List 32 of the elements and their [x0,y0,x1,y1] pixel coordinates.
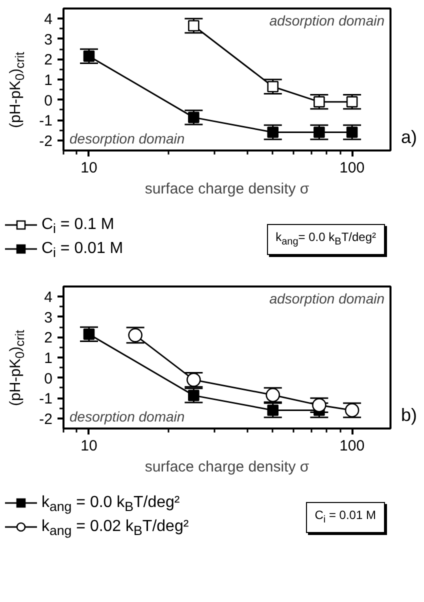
legend-label: k$_{ang}$ = 0.0 k$_{B}$T/deg² [40,493,181,516]
y-tick-label: -2 [39,132,53,150]
annotation: adsorption domain [269,12,385,28]
y-tick-label: 4 [44,289,52,306]
y-tick-label: -2 [39,410,53,428]
legend-label: k$_{ang}$ = 0.02 k$_{B}$T/deg² [40,517,189,540]
y-tick-label: 3 [44,309,52,326]
text: C$_{i}$ = 0.01 M [306,502,385,533]
y-tick-label: 1 [44,350,52,367]
y-tick-label: -1 [39,112,53,130]
y-tick-label: 2 [44,330,52,347]
y-tick-label: -1 [39,390,53,408]
x-tick-label: 10 [80,438,98,454]
y-tick-label: 4 [44,11,52,28]
legend-label: C$_{i}$ = 0.01 M [40,239,124,262]
x-axis-title: surface charge density σ [144,458,310,476]
annotation: desorption domain [70,130,185,146]
text: b) [401,404,418,427]
legend-label: C$_{i}$ = 0.1 M [40,215,116,238]
x-tick-label: 100 [340,160,365,176]
x-axis-title: surface charge density σ [144,180,310,198]
annotation: desorption domain [70,408,185,424]
y-tick-label: 2 [44,52,52,69]
y-tick-label: 0 [44,370,52,388]
text: a) [401,126,418,149]
x-tick-label: 10 [80,160,98,176]
y-tick-label: 3 [44,31,52,48]
y-tick-label: 1 [44,72,52,89]
x-tick-label: 100 [340,438,365,454]
annotation: adsorption domain [269,290,385,306]
text: k$_{ang}$= 0.0 k$_{B}$T/deg² [266,224,385,255]
y-tick-label: 0 [44,92,52,110]
